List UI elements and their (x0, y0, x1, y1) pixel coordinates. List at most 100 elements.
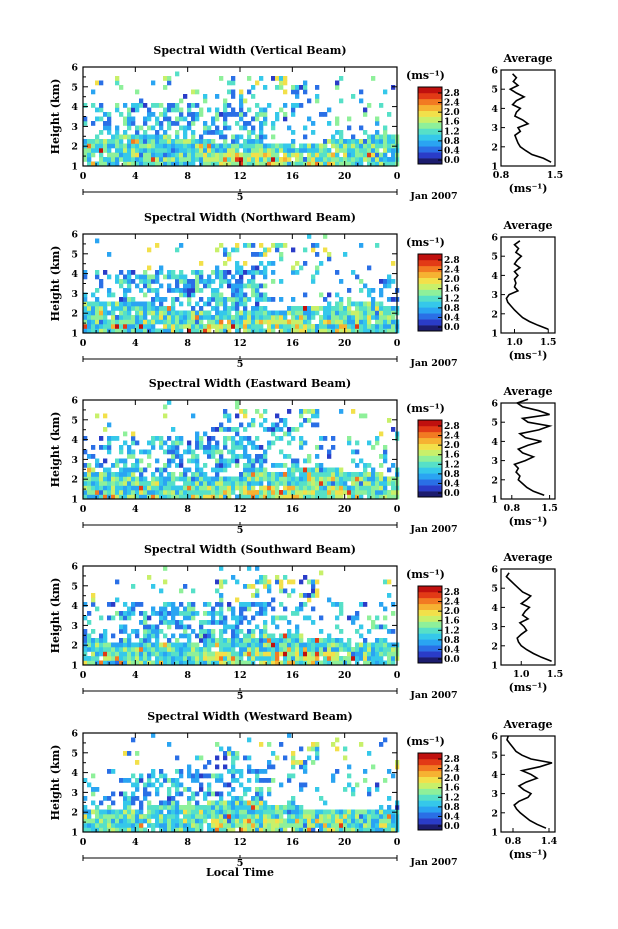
heatmap-cell (195, 463, 200, 468)
heatmap-cell (195, 328, 200, 334)
colorbar-segment (418, 753, 442, 760)
heatmap-cell (291, 818, 296, 824)
heatmap-cell (259, 579, 264, 585)
colorbar-segment (418, 254, 442, 261)
heatmap-cell (299, 315, 304, 320)
heatmap-cell (331, 814, 336, 819)
heatmap-cell (119, 85, 124, 90)
heatmap-cell (227, 805, 232, 810)
heatmap-cell (255, 800, 260, 806)
heatmap-cell (143, 647, 148, 652)
heatmap-cell (247, 490, 252, 495)
heatmap-cell (207, 800, 212, 806)
heatmap-cell (379, 827, 384, 833)
heatmap-cell (263, 152, 268, 158)
heatmap-cell (379, 319, 384, 325)
heatmap-cell (243, 805, 248, 810)
heatmap-cell (267, 660, 272, 666)
heatmap-cell (327, 301, 332, 307)
y-tick-label: 4 (71, 102, 78, 113)
heatmap-cell (87, 809, 92, 815)
heatmap-cell (211, 324, 216, 329)
heatmap-cell (287, 494, 292, 500)
heatmap-cell (231, 755, 236, 761)
heatmap-cell (155, 823, 160, 828)
heatmap-cell (179, 279, 184, 284)
heatmap-cell (239, 615, 244, 621)
heatmap-cell (263, 107, 268, 113)
heatmap-cell (371, 656, 376, 661)
heatmap-cell (215, 773, 220, 779)
colorbar-tick-label: 1.2 (444, 460, 460, 470)
heatmap-cell (299, 579, 304, 585)
heatmap-cell (387, 319, 392, 325)
heatmap-cell (199, 274, 204, 280)
x-tick-label: 0 (80, 670, 87, 681)
heatmap-cell (327, 481, 332, 486)
heatmap-cell (371, 288, 376, 293)
heatmap-cell (223, 755, 228, 761)
heatmap-cell (307, 143, 312, 149)
heatmap-cell (83, 328, 88, 334)
heatmap-cell (387, 494, 392, 500)
heatmap-cell (87, 324, 92, 329)
heatmap-cell (271, 463, 276, 468)
heatmap-cell (91, 823, 96, 828)
heatmap-cell (335, 651, 340, 657)
heatmap-cell (291, 458, 296, 464)
heatmap-cell (291, 814, 296, 819)
heatmap-cell (323, 818, 328, 824)
heatmap-cell (387, 112, 392, 117)
heatmap-cell (195, 778, 200, 783)
heatmap-cell (223, 247, 228, 253)
heatmap-cell (199, 481, 204, 486)
heatmap-cell (299, 143, 304, 149)
heatmap-cell (351, 139, 356, 144)
heatmap-cell (215, 445, 220, 450)
heatmap-cell (139, 157, 144, 162)
heatmap-cell (115, 656, 120, 661)
heatmap-cell (251, 315, 256, 320)
heatmap-cell (187, 827, 192, 833)
colorbar-tick-label: 2.4 (444, 432, 460, 442)
heatmap-cell (155, 243, 160, 248)
heatmap-cell (391, 602, 396, 607)
heatmap-cell (155, 629, 160, 634)
heatmap-cell (355, 328, 360, 334)
heatmap-cell (367, 485, 372, 491)
heatmap-cell (387, 283, 392, 289)
heatmap-cell (135, 161, 140, 167)
heatmap-cell (147, 481, 152, 486)
heatmap-cell (231, 575, 236, 580)
heatmap-cell (295, 485, 300, 491)
heatmap-cell (263, 778, 268, 783)
heatmap-cell (207, 629, 212, 634)
heatmap-cell (135, 823, 140, 828)
heatmap-cell (331, 742, 336, 747)
heatmap-cell (283, 112, 288, 117)
heatmap-cell (243, 584, 248, 589)
heatmap-cell (359, 301, 364, 307)
colorbar-tick-label: 2.4 (444, 99, 460, 109)
heatmap-cell (239, 152, 244, 158)
heatmap-cell (219, 611, 224, 616)
heatmap-cell (163, 315, 168, 320)
heatmap-cell (131, 656, 136, 661)
heatmap-cell (219, 579, 224, 585)
colorbar-tick-label: 0.4 (444, 313, 460, 323)
heatmap-cell (167, 827, 172, 833)
heatmap-cell (99, 481, 104, 486)
heatmap-cell (379, 490, 384, 495)
heatmap-cell (247, 130, 252, 135)
heatmap-cell (83, 814, 88, 819)
heatmap-cell (223, 413, 228, 419)
heatmap-cell (251, 148, 256, 153)
heatmap-cell (267, 791, 272, 797)
heatmap-cell (115, 647, 120, 652)
heatmap-cell (275, 161, 280, 167)
heatmap-cell (303, 80, 308, 86)
heatmap-cell (195, 148, 200, 153)
heatmap-cell (259, 315, 264, 320)
heatmap-cell (147, 778, 152, 783)
colorbar-unit: (ms⁻¹) (406, 735, 445, 748)
